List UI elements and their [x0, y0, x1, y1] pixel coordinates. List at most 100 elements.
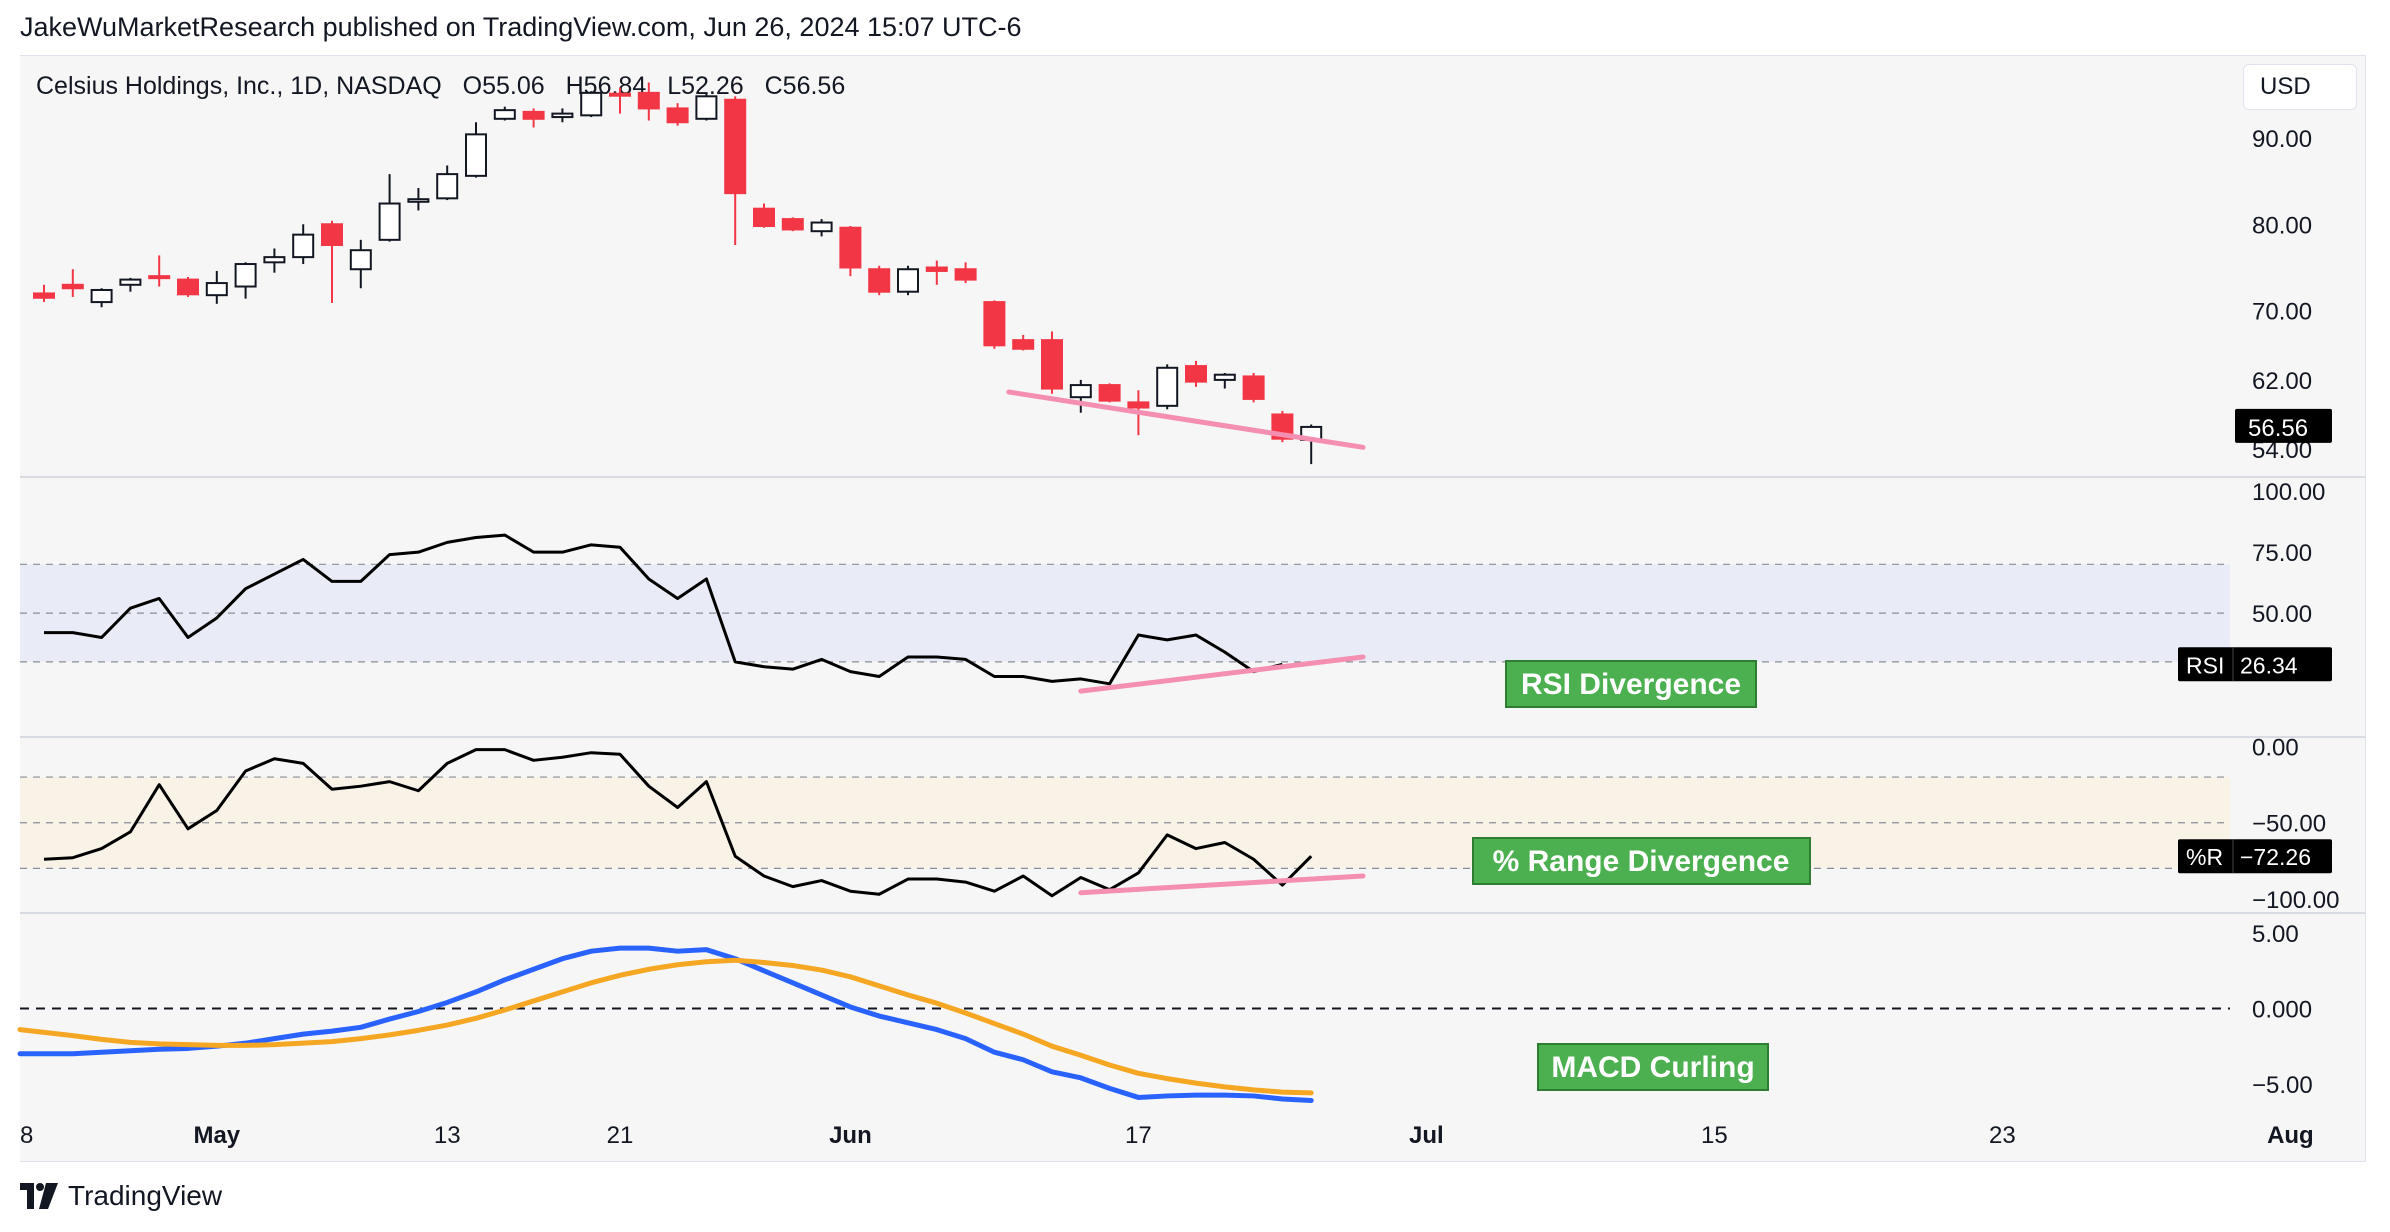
candle	[33, 284, 55, 303]
rsi-value-tag	[2178, 647, 2332, 682]
candle-body	[349, 249, 372, 271]
candle	[1041, 331, 1063, 394]
candle-body	[436, 173, 459, 200]
symbol-info: Celsius Holdings, Inc., 1D, NASDAQ O55.0…	[36, 72, 845, 100]
price-support-trendline	[1006, 389, 1366, 450]
macd-curling-label-box	[1537, 1043, 1769, 1091]
candle-body	[465, 133, 487, 177]
range-divergence-label-box	[1472, 837, 1811, 885]
williams-r-pane[interactable]: 0.00 −50.00 −100.00 %R −72.26 % Range Diverge…	[20, 735, 2339, 914]
candle-body	[724, 98, 747, 195]
candle-body	[205, 282, 228, 297]
candle	[695, 92, 718, 121]
candle-body	[234, 263, 257, 288]
time-axis-tick: Jun	[829, 1122, 872, 1149]
candle-body	[609, 92, 631, 97]
candle-body	[321, 223, 343, 247]
time-axis-tick: 8	[20, 1122, 33, 1149]
candle-body	[666, 107, 689, 124]
candle	[465, 122, 487, 178]
symbol-open: O55.06	[463, 72, 545, 100]
macd-line	[17, 945, 1314, 1103]
candle-body	[868, 268, 891, 293]
candle	[1069, 379, 1092, 413]
candle	[551, 108, 574, 123]
candle	[753, 203, 775, 228]
candle-body	[378, 202, 401, 241]
price-axis-tick: 70.00	[2252, 299, 2312, 326]
candle-body	[810, 221, 833, 233]
candle	[205, 270, 228, 304]
candle-body	[983, 301, 1006, 347]
candle	[378, 174, 401, 242]
candle-body	[1069, 384, 1092, 399]
time-axis[interactable]: 8 May 13 21 Jun 17 Jul 15 23 Aug	[20, 1122, 2314, 1149]
candle-body	[1041, 339, 1063, 390]
candle	[1098, 383, 1121, 403]
candle-body	[177, 278, 199, 296]
candle	[436, 165, 459, 201]
candle-body	[1127, 401, 1150, 409]
candle-body	[1242, 375, 1265, 400]
candle-body	[292, 233, 315, 259]
macd-axis-tick: −5.00	[2252, 1072, 2313, 1099]
candle	[61, 269, 84, 297]
candle	[925, 260, 948, 285]
candle	[954, 262, 977, 284]
time-axis-tick: 21	[607, 1122, 634, 1149]
currency-button[interactable]: USD	[2243, 64, 2357, 110]
candle	[292, 224, 315, 265]
macd-pane[interactable]: 5.00 0.000 −5.00 MACD Curling	[17, 921, 2313, 1103]
candle-body	[753, 207, 775, 227]
rsi-value-tag-value: 26.34	[2240, 652, 2298, 678]
time-axis-tick: 17	[1125, 1122, 1152, 1149]
macd-curling-label: MACD Curling	[1551, 1051, 1754, 1084]
candle	[177, 277, 199, 297]
time-axis-tick: Jul	[1409, 1122, 1444, 1149]
symbol-high: H56.84	[566, 72, 647, 100]
candle-body	[493, 109, 516, 120]
footer-brand[interactable]: TradingView	[20, 1180, 222, 1212]
time-axis-tick: 13	[434, 1122, 461, 1149]
time-axis-tick: May	[193, 1122, 240, 1149]
candle	[1300, 424, 1323, 465]
candle	[724, 96, 747, 246]
candle	[349, 239, 372, 289]
candle	[810, 219, 833, 237]
candle-body	[897, 268, 919, 293]
rsi-axis-tick: 50.00	[2252, 601, 2312, 628]
candle-body	[781, 218, 804, 231]
candle	[493, 106, 516, 121]
candle	[407, 187, 430, 211]
candle	[637, 82, 660, 121]
last-price-tag	[2235, 408, 2332, 443]
symbol-name: Celsius Holdings, Inc., 1D, NASDAQ	[36, 72, 442, 100]
rsi-pane[interactable]: 100.00 75.00 50.00 RSI 26.34 RSI Divergence	[20, 479, 2332, 708]
price-axis-tick: 62.00	[2252, 368, 2312, 395]
time-axis-tick: Aug	[2267, 1122, 2314, 1149]
candle-body	[1156, 366, 1179, 407]
candle	[580, 91, 603, 118]
price-axis-tick: 90.00	[2252, 126, 2312, 153]
candle	[1213, 372, 1236, 389]
candle	[90, 288, 113, 308]
rsi-divergence-label: RSI Divergence	[1521, 668, 1741, 701]
williams-r-line	[43, 748, 1313, 898]
williams-r-value-tag-value: −72.26	[2240, 844, 2311, 870]
williams-r-axis-tick: −100.00	[2252, 887, 2339, 914]
candle-body	[1012, 339, 1035, 350]
rsi-axis-tick: 75.00	[2252, 540, 2312, 567]
macd-axis-tick: 5.00	[2252, 921, 2299, 948]
candle-body	[522, 110, 545, 120]
candle	[839, 226, 862, 277]
price-axis-tick: 80.00	[2252, 212, 2312, 239]
time-axis-tick: 23	[1989, 1122, 2016, 1149]
candle-body	[263, 256, 286, 264]
candle-body	[61, 283, 84, 290]
candle-body	[637, 91, 660, 110]
candle	[1185, 360, 1207, 387]
williams-r-value-tag-label: %R	[2186, 844, 2223, 870]
candle	[119, 277, 142, 292]
